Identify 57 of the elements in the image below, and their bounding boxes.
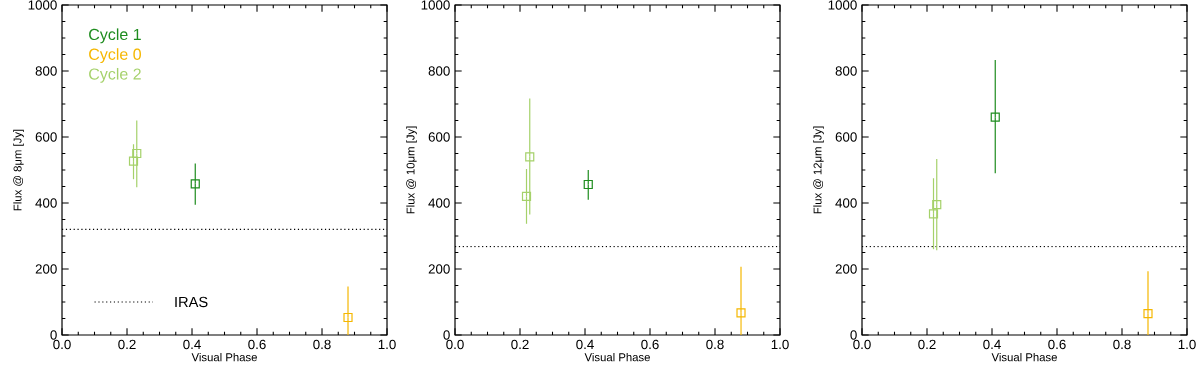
x-tick-label: 0.0 — [853, 339, 871, 350]
x-tick-label: 0.8 — [1113, 339, 1131, 350]
y-tick-label: 200 — [428, 264, 450, 274]
x-axis-title: Visual Phase — [991, 352, 1057, 362]
point — [525, 152, 535, 162]
y-tick-label: 400 — [35, 198, 57, 208]
x-tick-label: 1.0 — [771, 339, 789, 350]
point — [128, 156, 139, 166]
y-tick-label: 200 — [35, 264, 57, 274]
x-tick-label: 0.4 — [183, 339, 201, 350]
point — [583, 179, 593, 190]
y-tick-label: 400 — [428, 198, 450, 208]
point — [928, 209, 939, 219]
x-tick-label: 0.8 — [313, 339, 331, 350]
y-axis-title: Flux @ 12μm [Jy] — [813, 126, 824, 214]
y-tick-label: 600 — [35, 132, 57, 142]
text: Cycle 0 — [89, 48, 141, 64]
text: Cycle 1 — [89, 28, 141, 44]
point — [190, 179, 200, 189]
x-tick-label: 0.6 — [1048, 339, 1066, 350]
y-tick-label: 200 — [835, 264, 857, 274]
point — [343, 312, 353, 323]
x-tick-label: 0.0 — [446, 339, 464, 350]
y-tick-label: 0 — [443, 330, 450, 340]
y-tick-label: 400 — [835, 198, 857, 208]
x-tick-label: 0.4 — [983, 339, 1001, 350]
x-axis-title: Visual Phase — [584, 352, 650, 362]
y-tick-label: 1000 — [28, 0, 57, 10]
y-axis-title: Flux @ 8μm [Jy] — [13, 129, 24, 211]
x-tick-label: 0.4 — [576, 339, 594, 350]
y-axis-title: Flux @ 10μm [Jy] — [406, 126, 417, 214]
x-tick-label: 0.2 — [918, 339, 936, 350]
point — [736, 308, 746, 318]
point — [521, 191, 532, 201]
point — [990, 112, 1000, 122]
y-tick-label: 800 — [35, 66, 57, 76]
x-tick-label: 1.0 — [378, 339, 396, 350]
point — [1143, 308, 1153, 319]
y-tick-label: 0 — [50, 330, 57, 340]
y-tick-label: 800 — [835, 66, 857, 76]
y-tick-label: 0 — [850, 330, 857, 340]
x-tick-label: 1.0 — [1178, 339, 1196, 350]
y-tick-label: 800 — [428, 66, 450, 76]
x-tick-label: 0.8 — [706, 339, 724, 350]
y-tick-label: 1000 — [421, 0, 450, 10]
x-axis-title: Visual Phase — [191, 352, 257, 362]
x-tick-label: 0.6 — [641, 339, 659, 350]
y-tick-label: 600 — [835, 132, 857, 142]
x-tick-label: 0.2 — [511, 339, 529, 350]
y-tick-label: 1000 — [828, 0, 857, 10]
legend-label: IRAS — [175, 296, 208, 308]
text: Cycle 2 — [89, 67, 141, 83]
x-tick-label: 0.2 — [118, 339, 136, 350]
y-tick-label: 600 — [428, 132, 450, 142]
x-tick-label: 0.0 — [53, 339, 71, 350]
point — [932, 200, 942, 210]
x-tick-label: 0.6 — [248, 339, 266, 350]
